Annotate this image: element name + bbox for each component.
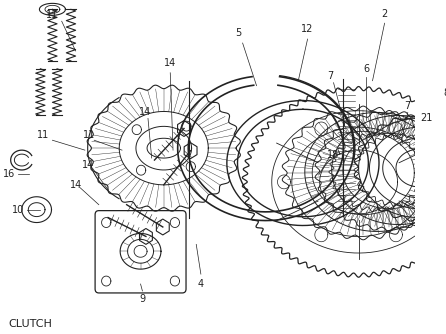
Text: 18: 18 (327, 150, 340, 160)
Text: 14: 14 (82, 160, 94, 170)
Text: 11: 11 (37, 130, 49, 140)
Text: 16: 16 (3, 169, 15, 179)
Text: 14: 14 (139, 108, 151, 118)
Text: 14: 14 (164, 58, 176, 68)
Text: 11: 11 (46, 10, 58, 20)
Text: 9: 9 (139, 294, 145, 304)
Text: 11: 11 (83, 130, 95, 140)
Text: CLUTCH: CLUTCH (9, 319, 53, 329)
Text: 21: 21 (420, 114, 433, 123)
Text: 7: 7 (328, 71, 334, 81)
Text: 12: 12 (301, 24, 314, 34)
Text: 2: 2 (381, 9, 388, 19)
Text: 5: 5 (235, 28, 241, 38)
Text: 14: 14 (70, 180, 82, 190)
Text: 10: 10 (12, 205, 24, 215)
Text: 4: 4 (198, 279, 204, 289)
Text: 7: 7 (405, 101, 411, 111)
Text: 6: 6 (363, 64, 369, 74)
Text: 8: 8 (444, 88, 446, 98)
